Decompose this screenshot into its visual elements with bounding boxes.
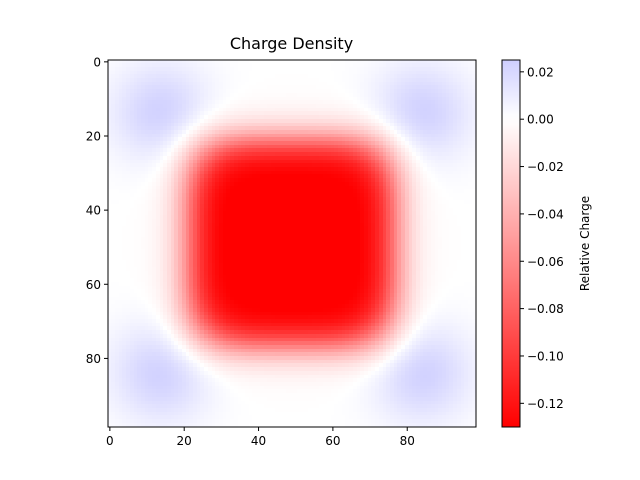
- y-axis: 0 20 40 60 80: [86, 55, 108, 366]
- x-tick-label: 0: [106, 434, 114, 448]
- colorbar-tick-label: −0.02: [527, 160, 564, 174]
- y-tick-label: 0: [93, 55, 101, 69]
- colorbar-tick-label: −0.08: [527, 302, 564, 316]
- chart-title: Charge Density: [230, 34, 353, 53]
- x-tick-label: 60: [325, 434, 340, 448]
- heatmap-image: [108, 60, 476, 427]
- colorbar-tick-label: 0.00: [527, 113, 554, 127]
- y-tick-label: 20: [86, 129, 101, 143]
- x-tick-label: 80: [400, 434, 415, 448]
- x-tick-label: 20: [177, 434, 192, 448]
- x-axis: 0 20 40 60 80: [106, 427, 415, 448]
- y-tick-label: 40: [86, 204, 101, 218]
- colorbar-tick-label: 0.02: [527, 65, 554, 79]
- colorbar: [501, 59, 521, 428]
- x-tick-label: 40: [251, 434, 266, 448]
- colorbar-tick-label: −0.10: [527, 349, 564, 363]
- colorbar-label: Relative Charge: [578, 196, 592, 291]
- y-tick-label: 80: [86, 352, 101, 366]
- plot-frame: [107, 59, 477, 428]
- colorbar-tick-label: −0.04: [527, 207, 564, 221]
- heatmap-container: [108, 60, 476, 427]
- y-tick-label: 60: [86, 278, 101, 292]
- colorbar-tick-label: −0.12: [527, 397, 564, 411]
- colorbar-tick-label: −0.06: [527, 255, 564, 269]
- colorbar-axis: 0.02 0.00 −0.02 −0.04 −0.06 −0.08 −0.10 −0.12: [520, 65, 564, 411]
